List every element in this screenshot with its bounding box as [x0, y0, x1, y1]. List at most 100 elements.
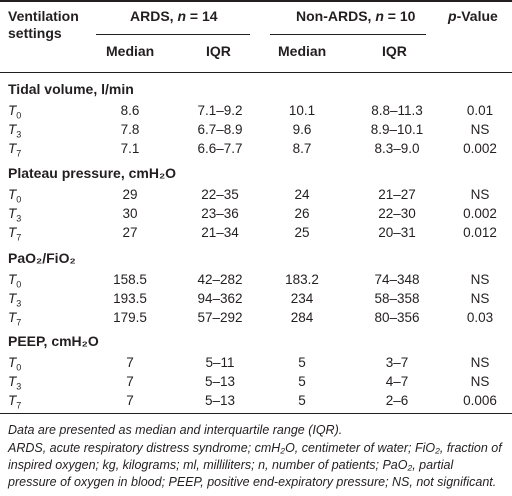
ards-median-cell: 7 — [126, 355, 134, 370]
table-row: T3 30 23–36 26 22–30 0.002 — [0, 205, 512, 224]
ards-median-cell: 7.8 — [120, 122, 140, 137]
ards-iqr-cell: 94–362 — [197, 291, 243, 306]
table-row: T7 27 21–34 25 20–31 0.012 — [0, 224, 512, 243]
non-ards-median-cell: 234 — [290, 291, 314, 306]
non-ards-group-rule — [270, 34, 426, 35]
ards-median-cell: 30 — [122, 206, 138, 221]
ards-median-cell: 29 — [122, 187, 138, 202]
section-title: Plateau pressure, cmH₂O — [8, 165, 177, 181]
time-point-label: T0 — [8, 187, 22, 205]
p-value-cell: 0.002 — [463, 206, 497, 221]
non-ards-iqr-cell: 21–27 — [378, 187, 416, 202]
non-ards-iqr-cell: 2–6 — [385, 393, 409, 408]
p-value-cell: NS — [470, 291, 490, 306]
time-point-label: T3 — [8, 122, 22, 140]
time-point-label: T3 — [8, 374, 22, 392]
ards-median-cell: 193.5 — [113, 291, 147, 306]
table-row: T7 179.5 57–292 284 80–356 0.03 — [0, 309, 512, 328]
non-ards-median-header: Median — [278, 43, 327, 59]
non-ards-iqr-cell: 4–7 — [385, 374, 409, 389]
table-row: T0 29 22–35 24 21–27 NS — [0, 186, 512, 205]
time-point-label: T7 — [8, 310, 22, 328]
ards-median-cell: 7.1 — [120, 141, 140, 156]
row-label-header: Ventilation settings — [8, 8, 79, 42]
ards-group-rule — [96, 34, 250, 35]
ards-median-cell: 27 — [122, 225, 138, 240]
non-ards-iqr-cell: 20–31 — [378, 225, 416, 240]
header-bottom-rule — [0, 72, 512, 73]
non-ards-median-cell: 10.1 — [288, 103, 316, 118]
ards-median-cell: 8.6 — [120, 103, 140, 118]
ards-iqr-cell: 21–34 — [201, 225, 239, 240]
p-value-header: p-Value — [448, 8, 498, 24]
ards-iqr-cell: 7.1–9.2 — [197, 103, 243, 118]
ards-iqr-cell: 5–11 — [205, 355, 235, 370]
p-value-cell: NS — [470, 355, 490, 370]
ards-median-header: Median — [106, 43, 155, 59]
ards-median-cell: 179.5 — [113, 310, 147, 325]
non-ards-median-cell: 9.6 — [292, 122, 312, 137]
ards-iqr-cell: 5–13 — [204, 393, 236, 408]
section-title: Tidal volume, l/min — [8, 81, 134, 97]
row-label-header-line2: settings — [8, 25, 62, 41]
footnote-data-presented: Data are presented as median and interqu… — [8, 423, 343, 437]
table-row: T0 7 5–11 5 3–7 NS — [0, 354, 512, 373]
table-row: T0 8.6 7.1–9.2 10.1 8.8–11.3 0.01 — [0, 102, 512, 121]
non-ards-iqr-cell: 8.3–9.0 — [374, 141, 420, 156]
ards-iqr-cell: 42–282 — [197, 272, 243, 287]
time-point-label: T3 — [8, 206, 22, 224]
footnote-abbreviations: ARDS, acute respiratory distress syndrom… — [8, 441, 502, 489]
non-ards-iqr-cell: 8.9–10.1 — [370, 122, 424, 137]
row-label-header-line1: Ventilation — [8, 8, 79, 24]
time-point-label: T0 — [8, 272, 22, 290]
non-ards-median-cell: 8.7 — [292, 141, 312, 156]
table-row: T3 7.8 6.7–8.9 9.6 8.9–10.1 NS — [0, 121, 512, 140]
non-ards-median-cell: 5 — [298, 393, 306, 408]
ards-median-cell: 7 — [126, 374, 134, 389]
ards-iqr-cell: 23–36 — [201, 206, 239, 221]
non-ards-median-cell: 183.2 — [285, 272, 319, 287]
p-value-cell: NS — [470, 122, 490, 137]
non-ards-iqr-cell: 8.8–11.3 — [371, 103, 423, 118]
ards-median-cell: 158.5 — [113, 272, 147, 287]
ards-iqr-cell: 6.6–7.7 — [197, 141, 243, 156]
non-ards-iqr-cell: 22–30 — [378, 206, 416, 221]
time-point-label: T3 — [8, 291, 22, 309]
p-value-cell: 0.01 — [466, 103, 494, 118]
ards-iqr-cell: 22–35 — [201, 187, 239, 202]
p-value-cell: NS — [470, 374, 490, 389]
table-row: T7 7 5–13 5 2–6 0.006 — [0, 392, 512, 411]
non-ards-iqr-cell: 80–356 — [374, 310, 420, 325]
group-ards-header: ARDS, n = 14 — [130, 8, 218, 24]
ards-iqr-header: IQR — [206, 43, 231, 59]
table-row: T3 7 5–13 5 4–7 NS — [0, 373, 512, 392]
non-ards-iqr-cell: 74–348 — [374, 272, 420, 287]
non-ards-iqr-cell: 58–358 — [374, 291, 420, 306]
p-value-cell: 0.002 — [463, 141, 497, 156]
p-value-cell: 0.03 — [466, 310, 494, 325]
non-ards-median-cell: 25 — [294, 225, 310, 240]
section-title: PEEP, cmH₂O — [8, 333, 99, 349]
non-ards-median-cell: 5 — [298, 374, 306, 389]
non-ards-iqr-cell: 3–7 — [385, 355, 409, 370]
p-value-cell: NS — [470, 272, 490, 287]
non-ards-median-cell: 26 — [294, 206, 310, 221]
non-ards-median-cell: 5 — [298, 355, 306, 370]
group-non-ards-header: Non-ARDS, n = 10 — [296, 8, 416, 24]
p-value-cell: 0.012 — [463, 225, 497, 240]
time-point-label: T7 — [8, 393, 22, 411]
p-value-cell: NS — [470, 187, 490, 202]
ards-iqr-cell: 6.7–8.9 — [197, 122, 243, 137]
ards-iqr-cell: 57–292 — [197, 310, 243, 325]
ards-median-cell: 7 — [126, 393, 134, 408]
table-row: T7 7.1 6.6–7.7 8.7 8.3–9.0 0.002 — [0, 140, 512, 159]
table-row: T3 193.5 94–362 234 58–358 NS — [0, 290, 512, 309]
time-point-label: T0 — [8, 103, 22, 121]
ards-iqr-cell: 5–13 — [204, 374, 236, 389]
section-title: PaO₂/FiO₂ — [8, 250, 76, 266]
time-point-label: T7 — [8, 141, 22, 159]
time-point-label: T7 — [8, 225, 22, 243]
table-bottom-rule — [0, 413, 512, 414]
non-ards-median-cell: 24 — [294, 187, 310, 202]
